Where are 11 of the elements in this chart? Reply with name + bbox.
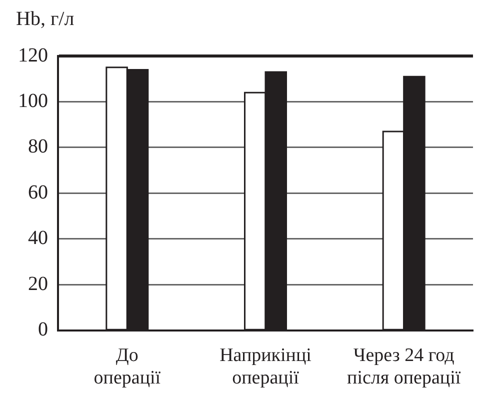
y-axis-title: Hb, г/л — [15, 8, 76, 32]
y-tick-label: 60 — [28, 181, 48, 204]
x-tick-label: Через 24 год після операції — [347, 344, 462, 389]
y-tick-label: 0 — [38, 318, 48, 341]
y-tick-label: 80 — [28, 136, 48, 158]
x-tick-label: До операції — [94, 344, 162, 389]
x-tick-label: Наприкінці операції — [220, 344, 312, 389]
y-tick-label: 120 — [18, 44, 48, 66]
y-tick-label: 100 — [18, 90, 48, 112]
y-tick-label: 40 — [28, 227, 48, 250]
y-tick-label: 20 — [28, 272, 48, 295]
